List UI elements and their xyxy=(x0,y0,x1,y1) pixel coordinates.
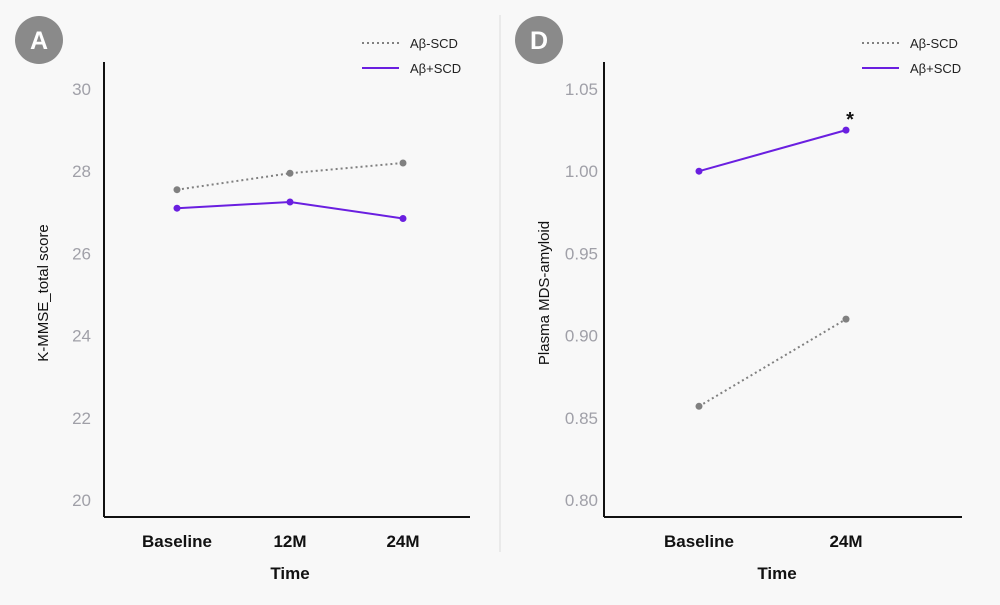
data-point xyxy=(173,204,181,212)
data-point xyxy=(842,315,850,323)
data-point xyxy=(399,159,407,167)
legend-label: Aβ+SCD xyxy=(410,61,461,76)
x-tick-labels: Baseline 12M 24M xyxy=(142,532,420,551)
x-tick-label: Baseline xyxy=(142,532,212,551)
y-tick-labels: 0.80 0.85 0.90 0.95 1.00 1.05 xyxy=(565,80,598,510)
data-point xyxy=(286,169,294,177)
legend: Aβ-SCD Aβ+SCD xyxy=(362,36,461,76)
series-line-abeta-pos xyxy=(698,129,847,173)
data-point xyxy=(842,126,850,134)
series-layer: * xyxy=(695,109,854,410)
data-point xyxy=(399,214,407,222)
panel-label: A xyxy=(30,27,48,55)
x-tick-label: 24M xyxy=(386,532,419,551)
x-axis-label: Time xyxy=(270,564,309,583)
data-point xyxy=(695,167,703,175)
y-tick-label: 0.90 xyxy=(565,327,598,346)
x-tick-label: Baseline xyxy=(664,532,734,551)
legend-label: Aβ-SCD xyxy=(410,36,458,51)
x-tick-labels: Baseline 24M xyxy=(664,532,863,551)
chart-panel-d: D 0.80 0.85 0.90 0.95 1.00 1.05 Baseline 24M P… xyxy=(515,16,962,583)
legend-label: Aβ-SCD xyxy=(910,36,958,51)
y-tick-label: 1.05 xyxy=(565,80,598,99)
y-tick-labels: 20 22 24 26 28 30 xyxy=(72,80,91,510)
y-tick-label: 0.95 xyxy=(565,244,598,263)
chart-panel-a: A 20 22 24 26 28 30 Baseline 12M 24M K-MMSE_tot… xyxy=(15,16,470,583)
panel-badge xyxy=(15,16,63,64)
y-tick-label: 24 xyxy=(72,327,91,346)
y-tick-label: 0.80 xyxy=(565,491,598,510)
x-tick-label: 12M xyxy=(273,532,306,551)
data-point xyxy=(286,198,294,206)
y-tick-label: 0.85 xyxy=(565,409,598,428)
series-layer xyxy=(173,159,407,222)
y-tick-label: 26 xyxy=(72,244,91,263)
series-line-abeta-neg xyxy=(698,318,847,408)
x-tick-label: 24M xyxy=(829,532,862,551)
x-axis-label: Time xyxy=(757,564,796,583)
y-tick-label: 20 xyxy=(72,491,91,510)
panel-badge xyxy=(515,16,563,64)
significance-annotation: * xyxy=(846,109,854,131)
data-point xyxy=(173,186,181,194)
legend: Aβ-SCD Aβ+SCD xyxy=(862,36,961,76)
y-tick-label: 1.00 xyxy=(565,162,598,181)
panel-label: D xyxy=(530,27,548,55)
y-axis-label: K-MMSE_total score xyxy=(35,224,52,362)
y-tick-label: 22 xyxy=(72,409,91,428)
legend-label: Aβ+SCD xyxy=(910,61,961,76)
y-tick-label: 30 xyxy=(72,80,91,99)
y-tick-label: 28 xyxy=(72,162,91,181)
data-point xyxy=(695,402,703,410)
y-axis-label: Plasma MDS-amyloid xyxy=(536,221,553,365)
